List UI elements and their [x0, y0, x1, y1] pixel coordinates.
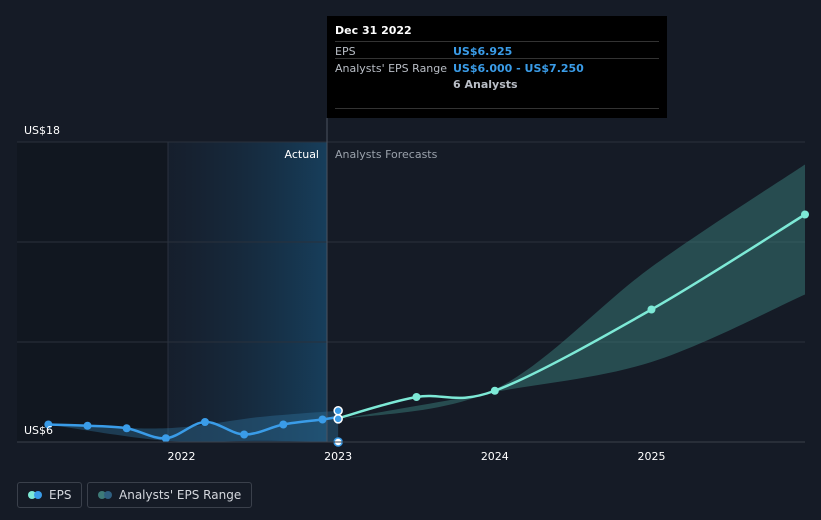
- eps-actual-point[interactable]: [200, 418, 209, 426]
- range-legend-icon: [98, 491, 112, 499]
- eps-actual-point[interactable]: [44, 420, 53, 429]
- x-tick-label: 2022: [167, 450, 195, 463]
- past-region-dark: [17, 142, 168, 442]
- eps-actual-point[interactable]: [240, 430, 249, 439]
- y-label-bottom: US$6: [24, 424, 53, 437]
- past-region-highlight: [168, 142, 327, 442]
- tooltip-range-value: US$6.000 - US$7.250: [453, 62, 584, 75]
- highlight-eps-point: [333, 414, 343, 424]
- x-tick-label: 2025: [637, 450, 665, 463]
- eps-actual-point[interactable]: [83, 421, 92, 430]
- eps-forecast-point[interactable]: [412, 393, 421, 401]
- x-tick-label: 2024: [481, 450, 509, 463]
- tooltip-eps-row: EPS US$6.925: [335, 41, 659, 59]
- eps-forecast-point[interactable]: [647, 305, 656, 314]
- eps-forecast-line: [337, 213, 806, 420]
- forecast-label: Analysts Forecasts: [335, 148, 438, 161]
- tooltip-range-row: Analysts' EPS Range US$6.000 - US$7.250: [335, 58, 659, 76]
- tooltip-date: Dec 31 2022: [335, 24, 412, 37]
- actual-label: Actual: [285, 148, 319, 161]
- tooltip-eps-value: US$6.925: [453, 45, 513, 58]
- tooltip-analysts-row: 6 Analysts: [335, 75, 659, 92]
- tooltip-range-label: Analysts' EPS Range: [335, 62, 448, 75]
- eps-forecast-point[interactable]: [490, 386, 499, 395]
- tooltip-analysts: 6 Analysts: [453, 78, 518, 91]
- y-label-top: US$18: [24, 124, 60, 137]
- eps-legend-icon: [28, 491, 42, 499]
- forecast-eps-range-band: [338, 164, 805, 420]
- eps-actual-point[interactable]: [161, 434, 170, 443]
- legend-eps-button[interactable]: EPS: [17, 482, 83, 508]
- highlight-high-point: [333, 406, 343, 416]
- legend-range-label: Analysts' EPS Range: [119, 488, 242, 502]
- eps-actual-point[interactable]: [318, 415, 327, 424]
- eps-actual-point[interactable]: [279, 420, 288, 429]
- eps-actual-point[interactable]: [122, 424, 131, 433]
- tooltip-eps-label: EPS: [335, 45, 356, 58]
- legend-range-button[interactable]: Analysts' EPS Range: [87, 482, 253, 508]
- legend-eps-label: EPS: [49, 488, 72, 502]
- eps-forecast-point[interactable]: [801, 210, 809, 219]
- x-tick-label: 2023: [324, 450, 352, 463]
- tooltip-divider: [335, 108, 659, 109]
- data-tooltip: Dec 31 2022 EPS US$6.925 Analysts' EPS R…: [327, 16, 667, 118]
